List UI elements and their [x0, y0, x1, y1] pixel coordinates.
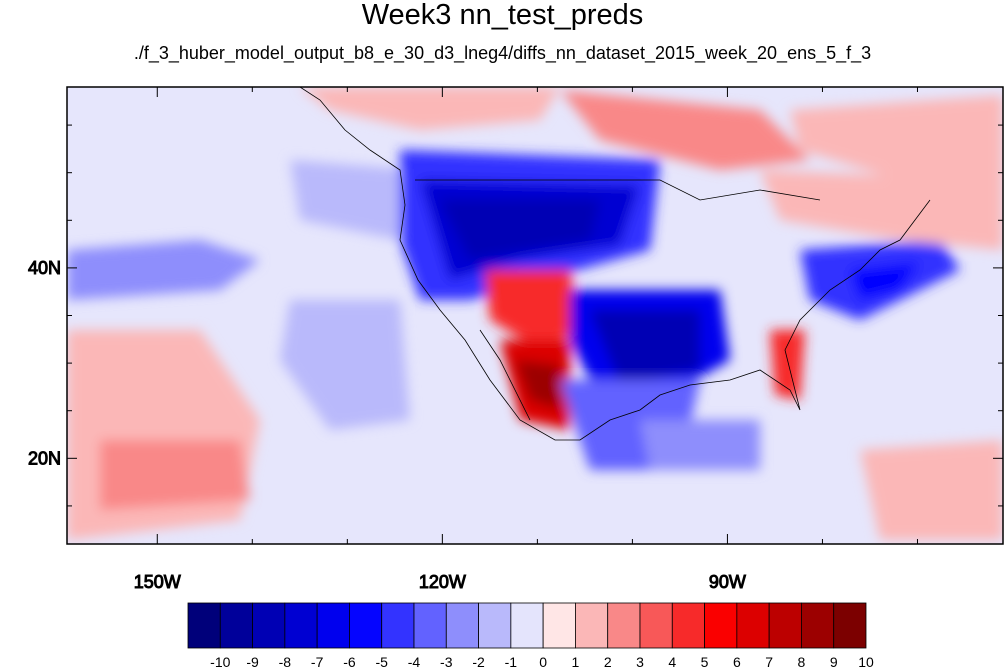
- colorbar-label: 4: [668, 654, 676, 670]
- colorbar-label: -8: [279, 654, 292, 670]
- y-tick-label: 20N: [28, 448, 61, 468]
- colorbar-cell: [542, 602, 576, 649]
- chart-title: Week3 nn_test_preds: [361, 0, 644, 31]
- colorbar-label: -3: [440, 654, 453, 670]
- colorbar-cell: [349, 602, 383, 649]
- colorbar-cell: [252, 602, 286, 649]
- colorbar-cell: [575, 602, 609, 649]
- axis-ticks: 150W 120W 90W 40N 20N: [27, 87, 1003, 593]
- colorbar-cell: [219, 602, 253, 649]
- colorbar-label: 3: [636, 654, 644, 670]
- colorbar-label: -7: [311, 654, 324, 670]
- colorbar-label: -2: [472, 654, 485, 670]
- y-tick-label: 40N: [28, 258, 61, 278]
- x-tick-label: 120W: [419, 572, 466, 592]
- coastline: [299, 87, 931, 441]
- colorbar-cell: [801, 602, 835, 649]
- colorbar-cell: [381, 602, 415, 649]
- colorbar-cell: [639, 602, 673, 649]
- colorbar-label: 10: [858, 654, 874, 670]
- colorbar-cell: [736, 602, 770, 649]
- colorbar-label: -1: [505, 654, 518, 670]
- chart-subtitle: ./f_3_huber_model_output_b8_e_30_d3_lneg…: [133, 43, 872, 63]
- colorbar-label: -9: [246, 654, 259, 670]
- colorbar-cell: [316, 602, 350, 649]
- colorbar-label: -6: [343, 654, 356, 670]
- colorbar-cell: [768, 602, 802, 649]
- colorbar-label: 0: [539, 654, 547, 670]
- anomaly-field: [67, 87, 1003, 540]
- colorbar-label: 1: [572, 654, 580, 670]
- colorbar-cell: [187, 602, 221, 649]
- colorbar-cell: [510, 602, 544, 649]
- colorbar-label: 5: [701, 654, 709, 670]
- colorbar-cell: [284, 602, 318, 649]
- x-tick-label: 150W: [134, 572, 181, 592]
- colorbar-label: -10: [210, 654, 230, 670]
- colorbar-cell: [671, 602, 705, 649]
- colorbar-label: 8: [798, 654, 806, 670]
- colorbar-cell: [478, 602, 512, 649]
- x-tick-label: 90W: [709, 572, 746, 592]
- colorbar-cell: [413, 602, 447, 649]
- colorbar-cell: [704, 602, 738, 649]
- colorbar-label: 6: [733, 654, 741, 670]
- colorbar-cell: [445, 602, 479, 649]
- colorbar-label: 2: [604, 654, 612, 670]
- colorbar-label: 9: [830, 654, 838, 670]
- colorbar-cell: [833, 602, 867, 649]
- colorbar: -10 -9 -8 -7 -6 -5 -4 -3 -2 -1 0 1 2 3 4 5 6 7 8 9 10: [187, 602, 874, 670]
- colorbar-label: -4: [408, 654, 421, 670]
- colorbar-cell: [607, 602, 641, 649]
- colorbar-label: -5: [375, 654, 388, 670]
- colorbar-label: 7: [765, 654, 773, 670]
